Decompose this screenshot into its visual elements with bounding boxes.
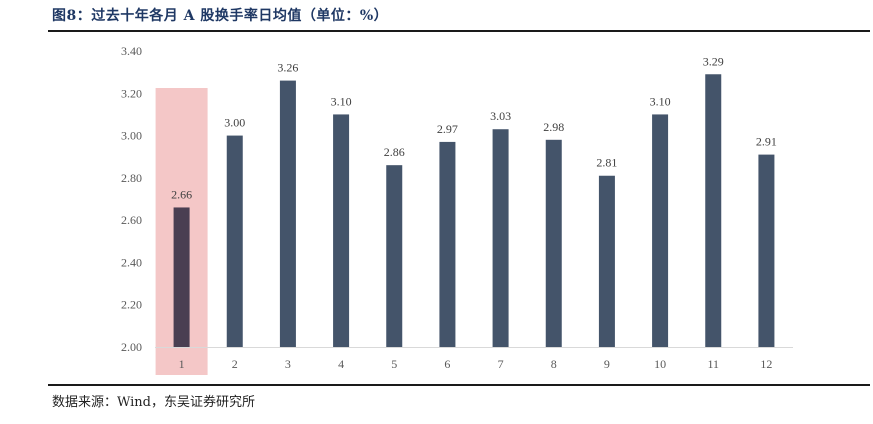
x-tick-label: 1 xyxy=(179,357,185,371)
x-tick-label: 11 xyxy=(707,357,719,371)
data-label: 3.03 xyxy=(490,109,511,123)
x-tick-label: 6 xyxy=(444,357,450,371)
y-tick-label: 2.40 xyxy=(121,255,142,269)
data-label: 3.10 xyxy=(331,94,352,108)
bar xyxy=(758,154,775,347)
data-label: 2.97 xyxy=(437,122,458,136)
data-label: 3.29 xyxy=(703,54,724,68)
figure-title: 图8：过去十年各月 A 股换手率日均值（单位：%） xyxy=(52,8,389,24)
title-rule xyxy=(48,30,870,32)
data-label: 2.91 xyxy=(756,135,777,149)
x-tick-label: 5 xyxy=(391,357,397,371)
data-label: 2.81 xyxy=(596,156,617,170)
bar xyxy=(705,74,722,347)
bar xyxy=(279,80,296,347)
x-tick-label: 8 xyxy=(551,357,557,371)
data-label: 3.00 xyxy=(224,116,245,130)
bar xyxy=(333,114,350,347)
data-label: 2.86 xyxy=(384,145,405,159)
source-note: 数据来源：Wind，东吴证券研究所 xyxy=(52,395,255,410)
x-tick-label: 4 xyxy=(338,357,344,371)
x-tick-label: 9 xyxy=(604,357,610,371)
y-tick-label: 2.20 xyxy=(121,298,142,312)
y-tick-label: 2.00 xyxy=(121,340,142,354)
x-tick-label: 7 xyxy=(498,357,504,371)
x-tick-label: 3 xyxy=(285,357,291,371)
x-tick-label: 10 xyxy=(654,357,666,371)
y-tick-label: 2.60 xyxy=(121,213,142,227)
y-tick-label: 3.40 xyxy=(121,44,142,58)
y-tick-label: 2.80 xyxy=(121,171,142,185)
bar xyxy=(386,165,403,347)
x-tick-label: 2 xyxy=(232,357,238,371)
y-tick-label: 3.20 xyxy=(121,86,142,100)
bar xyxy=(545,139,562,347)
x-tick-label: 12 xyxy=(760,357,772,371)
bar xyxy=(492,129,509,347)
data-label: 3.10 xyxy=(650,94,671,108)
y-tick-label: 3.00 xyxy=(121,129,142,143)
bar xyxy=(439,141,456,347)
data-label: 3.26 xyxy=(277,61,298,75)
bar xyxy=(226,135,243,347)
data-label: 2.66 xyxy=(171,187,192,201)
bar xyxy=(173,207,190,347)
source-rule xyxy=(48,384,870,386)
bar xyxy=(598,175,615,347)
data-label: 2.98 xyxy=(543,120,564,134)
bar xyxy=(652,114,669,347)
